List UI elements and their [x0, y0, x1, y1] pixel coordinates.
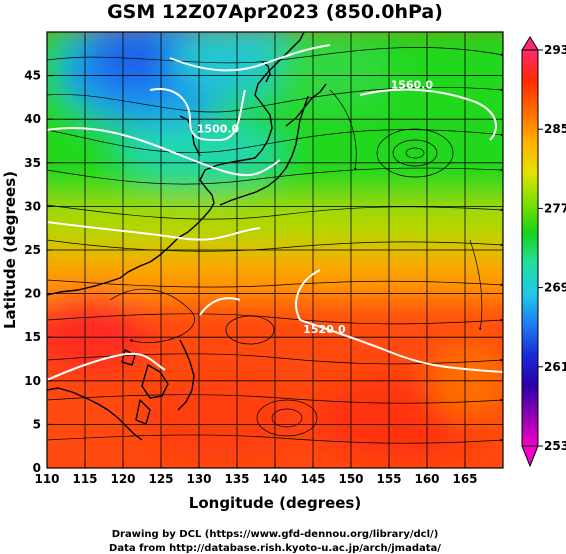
contour-labels: 1560.0 1500.0 1520.0 — [197, 79, 434, 336]
x-tick-label: 115 — [72, 472, 97, 486]
credit-data: Data from http://database.rish.kyoto-u.a… — [109, 543, 441, 554]
credit-drawing: Drawing by DCL (https://www.gfd-dennou.o… — [112, 529, 439, 540]
y-tick-label: 5 — [33, 417, 41, 431]
contour-label: 1500.0 — [197, 122, 240, 135]
x-tick-label: 110 — [34, 472, 59, 486]
colorbar-tick-label: 253 — [544, 439, 566, 453]
y-tick-label: 45 — [24, 69, 41, 83]
colorbar-tick-label: 277 — [544, 201, 566, 215]
y-tick-label: 30 — [24, 199, 41, 213]
y-tick-label: 0 — [33, 461, 41, 475]
y-axis-ticks: 0 5 10 15 20 25 30 35 40 45 — [24, 69, 53, 475]
coastlines — [47, 32, 327, 441]
x-tick-label: 165 — [452, 472, 477, 486]
y-tick-label: 10 — [24, 374, 41, 388]
x-tick-label: 120 — [110, 472, 135, 486]
x-tick-label: 135 — [224, 472, 249, 486]
colorbar-tick-label: 261 — [544, 360, 566, 374]
y-tick-label: 40 — [24, 112, 41, 126]
x-tick-label: 160 — [414, 472, 439, 486]
colorbar-tick-label: 285 — [544, 122, 566, 136]
colorbar-tick-label: 269 — [544, 281, 566, 295]
y-tick-label: 25 — [24, 243, 41, 257]
x-tick-label: 130 — [186, 472, 211, 486]
chart-title: GSM 12Z07Apr2023 (850.0hPa) — [107, 1, 443, 23]
y-axis-label: Latitude (degrees) — [1, 171, 19, 329]
y-tick-label: 15 — [24, 330, 41, 344]
x-tick-label: 140 — [262, 472, 287, 486]
y-tick-label: 20 — [24, 287, 41, 301]
x-tick-label: 145 — [300, 472, 325, 486]
y-tick-label: 35 — [24, 156, 41, 170]
colorbar-tick-label: 293 — [544, 43, 566, 57]
colorbar: 293 285 277 269 261 253 — [521, 36, 566, 468]
temperature-field — [47, 32, 503, 468]
contour-label: 1520.0 — [303, 323, 346, 336]
x-tick-label: 155 — [376, 472, 401, 486]
x-axis-ticks: 110 115 120 125 130 135 140 145 150 155 160 165 — [34, 462, 478, 486]
x-tick-label: 150 — [338, 472, 363, 486]
colorbar-bottom-arrow — [521, 445, 539, 468]
x-tick-label: 125 — [148, 472, 173, 486]
x-axis-label: Longitude (degrees) — [189, 494, 361, 512]
colorbar-ticks: 293 285 277 269 261 253 — [538, 43, 566, 453]
colorbar-gradient — [521, 49, 539, 447]
contour-label: 1560.0 — [391, 79, 434, 92]
colorbar-top-arrow — [521, 36, 539, 51]
height-contours — [47, 44, 503, 381]
